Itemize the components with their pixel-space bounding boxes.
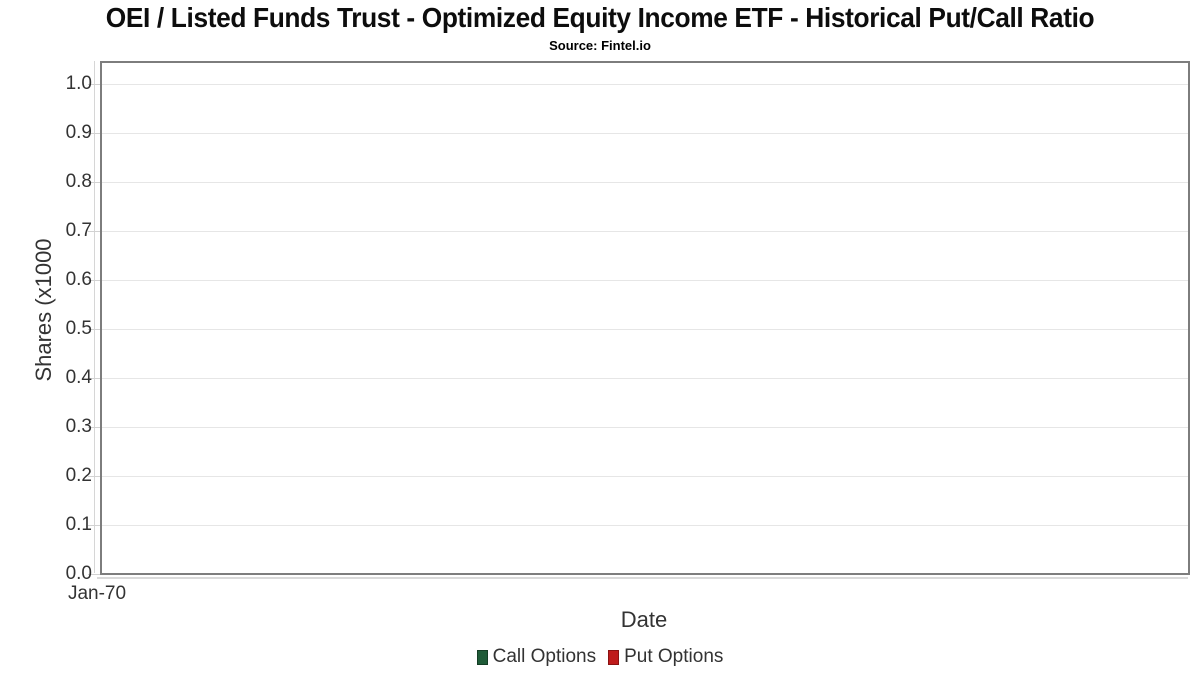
y-axis-tick-label: 0.8 [65,171,92,192]
x-axis-line [97,577,1188,579]
gridline [102,280,1188,281]
y-axis-tick-label: 0.2 [65,465,92,486]
y-axis-tick [88,574,100,575]
y-axis-tick-label: 0.0 [65,563,92,584]
gridline [102,182,1188,183]
chart-legend: Call Options Put Options [0,646,1200,668]
legend-item-put-options[interactable]: Put Options [608,646,723,668]
y-axis-tick-label: 1.0 [65,73,92,94]
y-axis-tick [88,525,100,526]
y-axis-tick [88,427,100,428]
y-axis-tick [88,133,100,134]
legend-item-call-options[interactable]: Call Options [476,646,597,668]
gridline [102,133,1188,134]
plot-area [100,61,1190,575]
y-axis-tick-label: 0.9 [65,122,92,143]
y-axis-tick [88,280,100,281]
x-axis-title: Date [620,607,668,632]
gridline [102,378,1188,379]
y-axis-tick-label: 0.3 [65,416,92,437]
gridline [102,476,1188,477]
gridline [102,329,1188,330]
y-axis-tick [88,231,100,232]
legend-label: Call Options [492,646,597,667]
gridline [102,427,1188,428]
gridline [102,231,1188,232]
gridline [102,525,1188,526]
chart-subtitle: Source: Fintel.io [549,38,651,53]
y-axis-tick-label: 0.4 [65,367,92,388]
y-axis-tick-label: 0.1 [65,514,92,535]
y-axis-tick [88,476,100,477]
legend-label: Put Options [624,646,724,667]
legend-swatch-icon [608,649,620,665]
x-axis-tick-label: Jan-70 [67,583,127,604]
chart-title: OEI / Listed Funds Trust - Optimized Equ… [105,2,1095,33]
gridline [102,84,1188,85]
y-axis-tick-label: 0.6 [65,269,92,290]
y-axis-tick-label: 0.5 [65,318,92,339]
y-axis-line [94,61,95,573]
legend-swatch-icon [476,649,488,665]
y-axis-tick [88,329,100,330]
y-axis-tick-label: 0.7 [65,220,92,241]
y-axis-title: Shares (x1000 [31,238,56,382]
y-axis-tick [88,84,100,85]
y-axis-tick [88,378,100,379]
y-axis-tick [88,182,100,183]
